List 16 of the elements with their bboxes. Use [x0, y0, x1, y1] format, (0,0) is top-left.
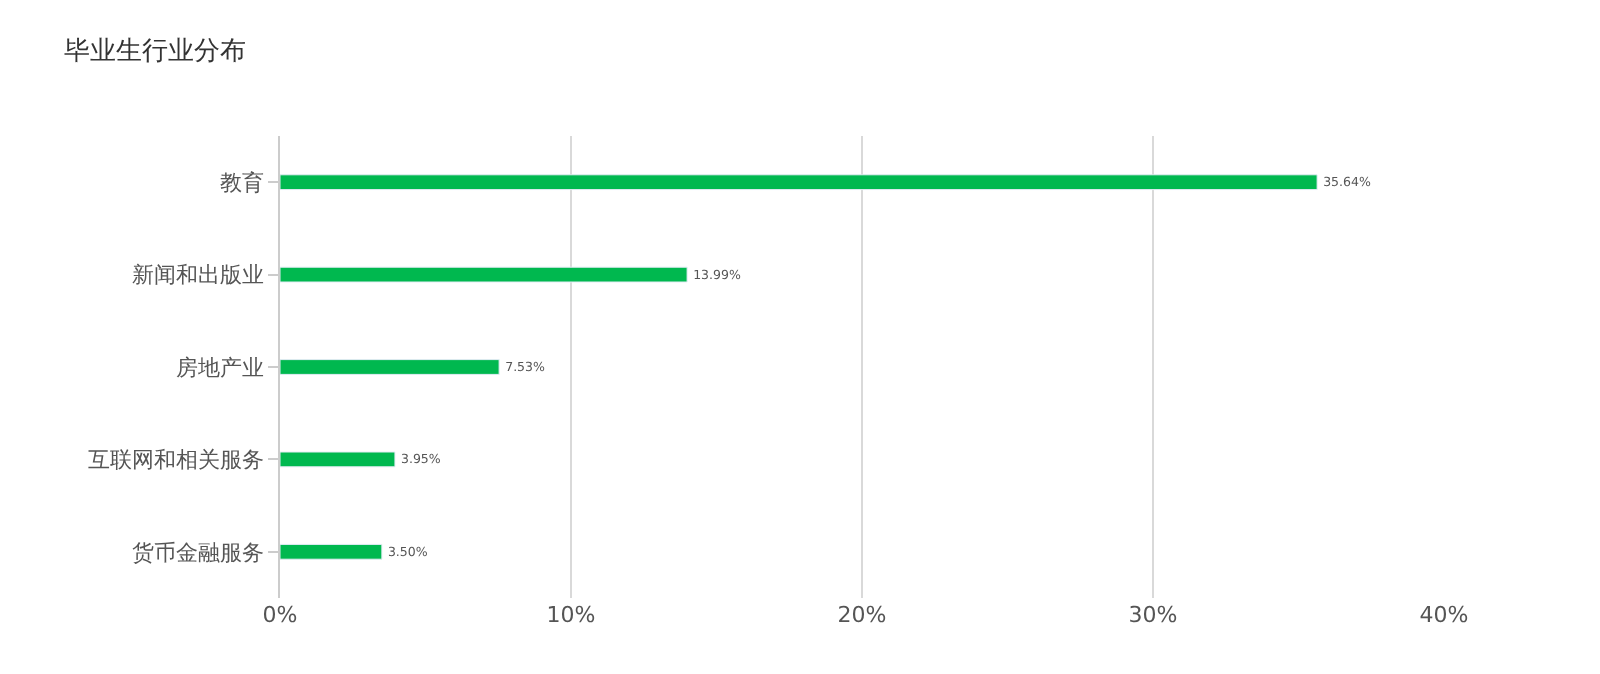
- y-tick-label: 新闻和出版业: [131, 262, 264, 289]
- y-tick-label: 货币金融服务: [131, 539, 264, 566]
- x-tick-label: 40%: [1419, 602, 1469, 628]
- bar: [280, 543, 383, 560]
- bar: [280, 359, 500, 375]
- y-tick-label: 教育: [219, 169, 264, 196]
- bar: [280, 266, 688, 283]
- x-tick-label: 0%: [262, 602, 298, 628]
- x-tick-label: 30%: [1128, 602, 1178, 628]
- bar: [280, 451, 396, 468]
- bar: [280, 174, 1318, 191]
- chart-title: 毕业生行业分布: [64, 36, 246, 67]
- x-tick-label: 20%: [837, 602, 887, 628]
- y-tick-label: 互联网和相关服务: [87, 447, 264, 474]
- y-tick-label: 房地产业: [175, 354, 264, 381]
- x-tick-label: 10%: [546, 602, 596, 628]
